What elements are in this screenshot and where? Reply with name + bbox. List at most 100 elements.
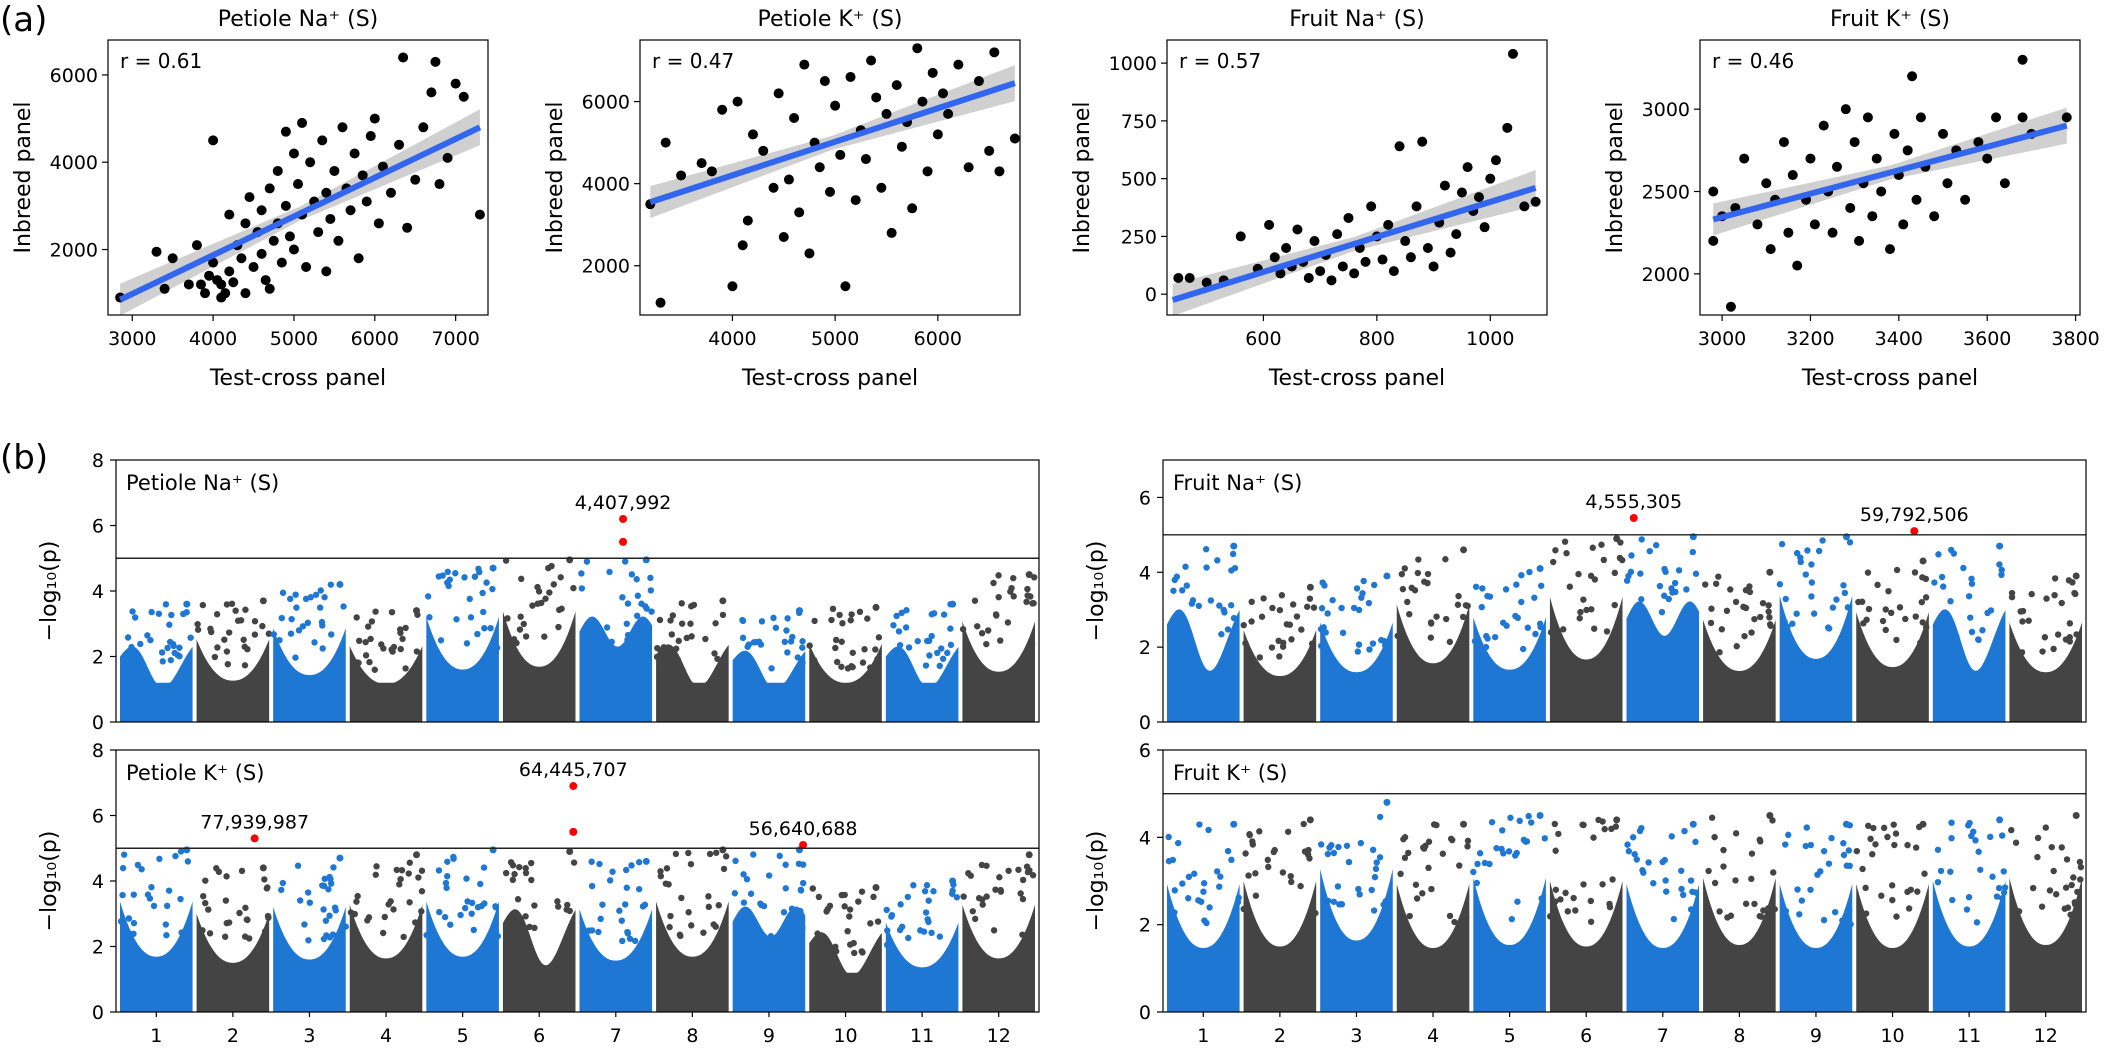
data-point — [927, 67, 938, 78]
snp-point — [150, 902, 158, 910]
snp-point — [811, 617, 818, 625]
snp-point — [1306, 595, 1314, 602]
data-point — [321, 266, 332, 277]
data-point — [402, 222, 413, 233]
chromosome-band-7 — [1626, 883, 1700, 1012]
chromosome-label: 8 — [686, 1025, 698, 1047]
snp-point — [1601, 825, 1608, 833]
data-point — [660, 137, 671, 148]
snp-point — [1748, 850, 1756, 857]
snp-point — [1689, 888, 1696, 895]
snp-point — [776, 852, 783, 860]
snp-point — [1911, 569, 1919, 576]
snp-point — [1646, 547, 1653, 555]
snp-point — [224, 660, 232, 668]
chromosome-label: 4 — [1427, 1025, 1439, 1047]
snp-point — [1766, 812, 1774, 819]
snp-point — [1802, 571, 1809, 578]
snp-point — [799, 924, 806, 932]
snp-point — [1275, 637, 1282, 645]
snp-point — [1406, 610, 1413, 618]
snp-point — [1847, 921, 1854, 928]
snp-point — [1678, 867, 1685, 874]
snp-point — [719, 846, 727, 854]
snp-point — [587, 636, 594, 643]
snp-point — [2025, 617, 2032, 624]
y-axis-label: −log₁₀(p) — [37, 541, 62, 642]
chromosome-band-8 — [1703, 619, 1776, 722]
snp-point — [1998, 566, 2005, 574]
snp-point — [241, 933, 249, 940]
snp-point — [2051, 575, 2059, 582]
snp-point — [1165, 833, 1172, 841]
chromosome-label: 12 — [2034, 1025, 2058, 1047]
data-point — [758, 145, 769, 156]
chromosome-label: 2 — [227, 1025, 239, 1047]
snp-point — [1203, 919, 1210, 927]
data-point — [1787, 170, 1798, 181]
snp-point — [278, 614, 285, 622]
snp-point — [667, 912, 674, 920]
snp-point — [1265, 863, 1272, 871]
snp-point — [1853, 847, 1861, 855]
chromosome-label: 11 — [910, 1025, 934, 1047]
snp-point — [811, 940, 818, 947]
snp-point — [1427, 634, 1435, 641]
data-point — [866, 55, 877, 66]
snp-point — [276, 636, 283, 644]
snp-point — [997, 637, 1004, 644]
snp-point — [413, 607, 421, 615]
snp-point — [1712, 580, 1720, 587]
snp-point — [799, 879, 807, 887]
snp-point — [148, 883, 155, 891]
snp-point — [949, 600, 957, 608]
snp-point — [1583, 606, 1590, 614]
snp-point — [466, 595, 473, 603]
data-point — [1462, 162, 1473, 173]
snp-point — [1398, 636, 1406, 643]
snp-point — [124, 634, 132, 641]
snp-point — [301, 921, 308, 928]
snp-point — [1975, 636, 1982, 644]
snp-point — [888, 913, 895, 920]
data-point — [943, 108, 954, 119]
snp-point — [1879, 617, 1887, 625]
snp-point — [893, 612, 900, 620]
snp-point — [616, 907, 623, 914]
snp-point — [1748, 629, 1755, 636]
snp-point — [364, 623, 372, 630]
snp-point — [1562, 889, 1569, 897]
snp-point — [1670, 915, 1678, 923]
data-point — [1911, 194, 1922, 205]
snp-point — [583, 558, 591, 565]
snp-point — [814, 930, 821, 937]
snp-point — [990, 927, 998, 934]
snp-point — [399, 635, 406, 643]
correlation-annotation: r = 0.57 — [1179, 49, 1261, 73]
snp-point — [1276, 606, 1284, 614]
y-tick-label: 6000 — [582, 92, 630, 114]
snp-point — [1306, 583, 1314, 591]
snp-point — [131, 614, 139, 621]
snp-point — [1603, 628, 1611, 635]
snp-point — [1339, 629, 1347, 637]
snp-point — [1268, 644, 1276, 651]
snp-point — [1733, 643, 1740, 650]
snp-point — [619, 594, 626, 601]
snp-point — [1661, 592, 1668, 599]
snp-point — [483, 579, 490, 586]
snp-point — [844, 927, 851, 935]
snp-point — [171, 649, 178, 657]
snp-point — [1376, 813, 1384, 821]
x-tick-label: 1000 — [1466, 328, 1514, 350]
snp-point — [947, 641, 955, 649]
snp-point — [520, 620, 527, 628]
snp-point — [1446, 912, 1454, 920]
snp-point — [183, 846, 191, 854]
snp-point — [162, 921, 170, 928]
snp-point — [1751, 900, 1758, 908]
snp-point — [265, 914, 272, 921]
snp-point — [287, 595, 294, 603]
snp-point — [184, 858, 192, 865]
snp-point — [823, 908, 830, 915]
